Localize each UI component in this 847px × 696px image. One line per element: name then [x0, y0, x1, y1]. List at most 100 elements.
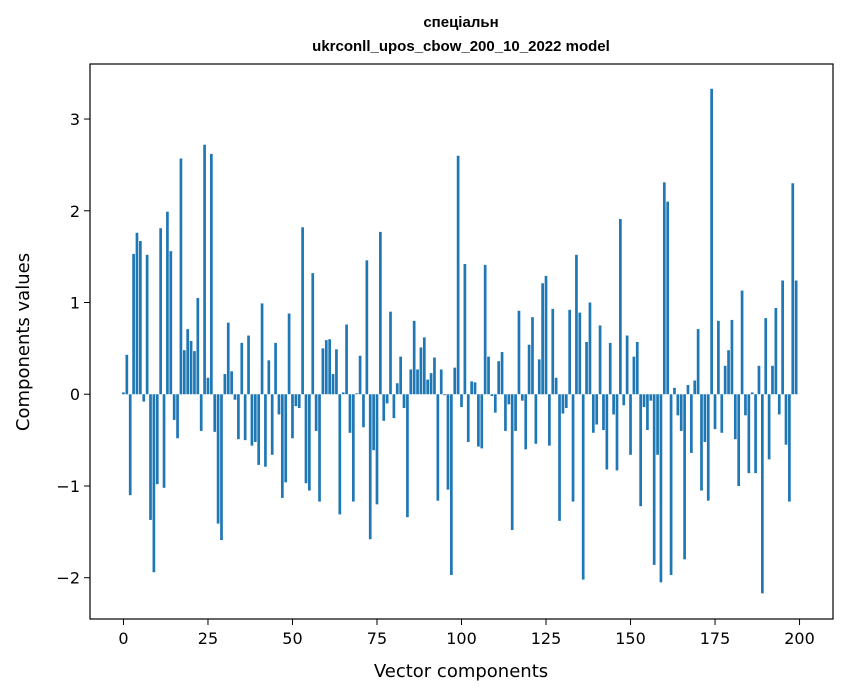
bar-37	[247, 335, 250, 395]
bar-185	[747, 394, 751, 474]
bar-150	[629, 394, 632, 455]
bar-19	[186, 329, 190, 395]
bar-104	[473, 382, 477, 395]
bar-166	[683, 394, 686, 560]
bar-10	[155, 394, 159, 485]
x-tick-label-2: 50	[282, 629, 302, 648]
bar-4	[135, 232, 139, 395]
bar-190	[764, 318, 768, 395]
y-tick-label-2: 0	[70, 385, 80, 404]
bar-162	[669, 394, 673, 575]
bar-96	[446, 394, 450, 490]
bar-130	[561, 394, 565, 414]
bar-12	[162, 394, 166, 488]
bar-22	[196, 297, 200, 395]
bars-group	[122, 88, 798, 594]
bar-169	[693, 380, 697, 395]
bar-64	[338, 394, 342, 515]
bar-159	[659, 394, 663, 583]
bar-42	[264, 394, 267, 467]
bar-183	[740, 290, 744, 395]
bar-147	[619, 219, 622, 395]
bar-30	[223, 374, 227, 395]
bar-23	[199, 394, 203, 431]
bar-66	[345, 324, 348, 395]
bar-198	[791, 183, 795, 395]
x-tick-label-1: 25	[198, 629, 218, 648]
bar-50	[291, 394, 294, 439]
bar-20	[189, 341, 193, 395]
bar-146	[615, 394, 619, 471]
bar-163	[673, 387, 676, 395]
bar-193	[774, 308, 778, 395]
bar-93	[436, 394, 440, 501]
y-tick-label-4: 2	[70, 202, 80, 221]
bar-73	[368, 394, 372, 540]
bar-152	[635, 341, 639, 395]
bar-3	[132, 253, 135, 395]
bar-67	[348, 394, 352, 433]
y-tick-label-1: −1	[56, 477, 80, 496]
bar-78	[385, 394, 389, 404]
bar-128	[554, 377, 558, 395]
bar-28	[216, 394, 220, 524]
bar-105	[477, 394, 480, 447]
bar-81	[395, 383, 399, 395]
bar-1	[125, 354, 129, 395]
y-tick-label-3: 1	[70, 294, 80, 313]
bar-187	[754, 394, 757, 474]
bar-9	[152, 394, 156, 573]
bar-143	[605, 394, 609, 470]
bar-158	[656, 394, 659, 455]
bar-119	[524, 394, 528, 450]
bar-129	[558, 394, 561, 521]
x-tick-label-5: 125	[531, 629, 562, 648]
bar-156	[649, 394, 653, 401]
bar-94	[439, 369, 443, 395]
bar-68	[351, 394, 355, 502]
bar-36	[243, 394, 247, 441]
bar-180	[730, 319, 734, 395]
bar-157	[652, 394, 656, 565]
bar-80	[392, 394, 396, 419]
bar-116	[514, 394, 517, 431]
bar-65	[341, 392, 345, 395]
y-tick-label-5: 3	[70, 110, 80, 129]
bar-79	[389, 311, 392, 395]
bar-167	[686, 385, 690, 395]
bar-7	[145, 254, 149, 395]
bar-92	[433, 357, 436, 395]
bar-57	[314, 394, 318, 431]
bar-139	[591, 394, 595, 433]
bar-89	[422, 337, 426, 395]
x-tick-label-7: 175	[700, 629, 731, 648]
bar-110	[493, 394, 497, 413]
bar-58	[318, 394, 321, 502]
bar-107	[483, 264, 487, 395]
bar-76	[379, 231, 382, 395]
bar-115	[510, 394, 514, 531]
bar-132	[568, 309, 572, 395]
bar-160	[662, 182, 666, 395]
bar-41	[260, 303, 264, 395]
bar-184	[744, 394, 747, 416]
bar-122	[534, 394, 538, 444]
bar-6	[142, 394, 146, 402]
bar-34	[237, 394, 240, 440]
chart-title-line1: спеціальн	[423, 14, 498, 31]
bar-171	[700, 394, 703, 491]
bar-18	[182, 350, 186, 395]
bar-173	[706, 394, 710, 501]
bar-164	[676, 394, 680, 416]
bar-87	[416, 369, 419, 395]
bar-125	[544, 275, 548, 395]
bar-27	[213, 394, 217, 432]
bar-91	[429, 373, 433, 395]
bar-26	[210, 153, 213, 395]
bar-102	[466, 394, 470, 442]
bar-63	[335, 349, 338, 395]
bar-131	[564, 394, 568, 409]
bar-85	[409, 369, 413, 395]
bar-165	[679, 394, 683, 431]
bar-5	[139, 241, 142, 395]
